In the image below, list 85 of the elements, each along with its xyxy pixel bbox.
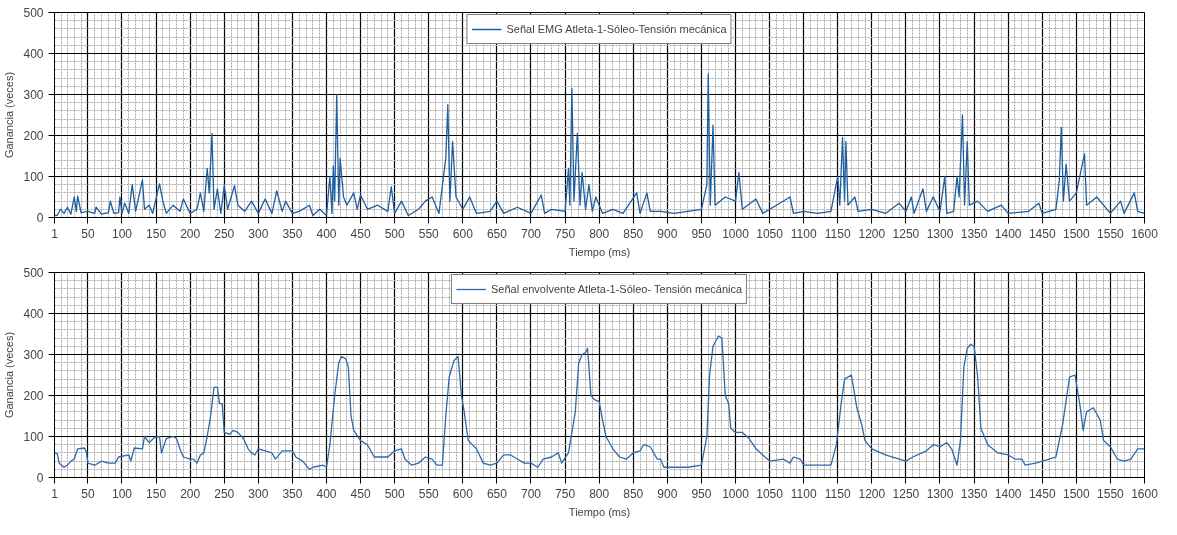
x-tick-label: 750 [555,226,576,241]
x-tick-label: 1 [51,486,59,501]
y-tick-label: 100 [23,430,44,444]
y-tick-label: 200 [23,389,44,403]
x-tick-label: 1600 [1131,226,1159,241]
x-tick-label: 1100 [790,486,817,501]
x-tick-label: 1300 [926,486,954,501]
x-tick-label: 550 [418,226,440,241]
y-tick-label: 300 [23,88,44,102]
x-tick-label: 350 [282,226,303,241]
x-tick-label: 1600 [1131,486,1159,501]
x-tick-label: 550 [418,486,440,501]
x-tick-label: 1500 [1062,226,1091,241]
x-tick-label: 250 [214,486,235,501]
x-tick-label: 1000 [722,486,750,501]
y-tick-label: 500 [23,6,44,20]
x-axis-title: Tiempo (ms) [568,505,631,518]
x-tick-label: 850 [623,226,644,241]
x-tick-label: 300 [248,486,269,501]
x-tick-label: 1350 [960,486,988,501]
x-tick-label: 950 [691,486,712,501]
x-tick-label: 400 [316,226,337,241]
x-tick-label: 100 [111,226,133,241]
x-tick-label: 1400 [994,486,1022,501]
x-tick-label: 250 [214,226,235,241]
x-tick-label: 50 [81,486,95,501]
y-tick-label: 500 [23,266,44,280]
y-tick-label: 0 [36,471,44,485]
x-tick-label: 850 [623,486,644,501]
x-tick-label: 500 [384,226,405,241]
x-tick-label: 900 [657,486,678,501]
legend-label: Señal envolvente Atleta-1-Sóleo- Tensión mecánica [490,283,743,295]
x-tick-label: 600 [452,486,474,501]
x-tick-label: 650 [486,226,508,241]
y-tick-label: 400 [23,47,44,61]
y-tick-label: 0 [36,211,44,225]
x-tick-label: 1450 [1028,226,1056,241]
x-tick-label: 650 [486,486,508,501]
x-tick-label: 300 [248,226,269,241]
legend-label: Señal EMG Atleta-1-Sóleo-Tensión mecánica [506,23,727,35]
y-axis-title: Ganancia (veces) [3,71,16,159]
x-tick-label: 350 [282,486,303,501]
x-tick-label: 950 [691,226,712,241]
x-tick-label: 1500 [1062,486,1091,501]
x-tick-label: 1550 [1097,226,1125,241]
y-tick-label: 200 [23,129,44,143]
x-tick-label: 1150 [824,226,851,241]
y-tick-label: 400 [23,307,44,321]
x-tick-label: 1200 [858,486,886,501]
x-tick-label: 50 [81,226,95,241]
x-tick-label: 1050 [756,486,784,501]
x-tick-label: 700 [520,486,542,501]
x-tick-label: 800 [589,226,610,241]
x-tick-label: 200 [180,226,201,241]
x-tick-label: 900 [657,226,678,241]
x-tick-label: 1200 [858,226,886,241]
y-tick-label: 100 [23,170,44,184]
x-tick-label: 1400 [994,226,1022,241]
x-tick-label: 1450 [1028,486,1056,501]
x-tick-label: 1350 [960,226,988,241]
x-tick-label: 1000 [722,226,750,241]
x-tick-label: 600 [452,226,474,241]
x-tick-label: 1100 [790,226,817,241]
x-tick-label: 1150 [824,486,851,501]
x-tick-label: 100 [111,486,133,501]
x-tick-label: 500 [384,486,405,501]
line-series [54,335,1145,470]
x-tick-label: 750 [555,486,576,501]
x-tick-label: 150 [146,486,167,501]
y-axis-title: Ganancia (veces) [3,331,16,419]
x-tick-label: 200 [180,486,201,501]
y-tick-label: 300 [23,348,44,362]
x-tick-label: 450 [350,486,371,501]
x-tick-label: 1550 [1097,486,1125,501]
x-tick-label: 1050 [756,226,784,241]
x-tick-label: 1 [51,226,59,241]
x-tick-label: 1250 [892,486,920,501]
x-tick-label: 400 [316,486,337,501]
x-tick-label: 1300 [926,226,954,241]
x-axis-title: Tiempo (ms) [568,245,631,258]
x-tick-label: 800 [589,486,610,501]
x-tick-label: 150 [146,226,167,241]
x-tick-label: 450 [350,226,371,241]
x-tick-label: 700 [520,226,542,241]
x-tick-label: 1250 [892,226,920,241]
